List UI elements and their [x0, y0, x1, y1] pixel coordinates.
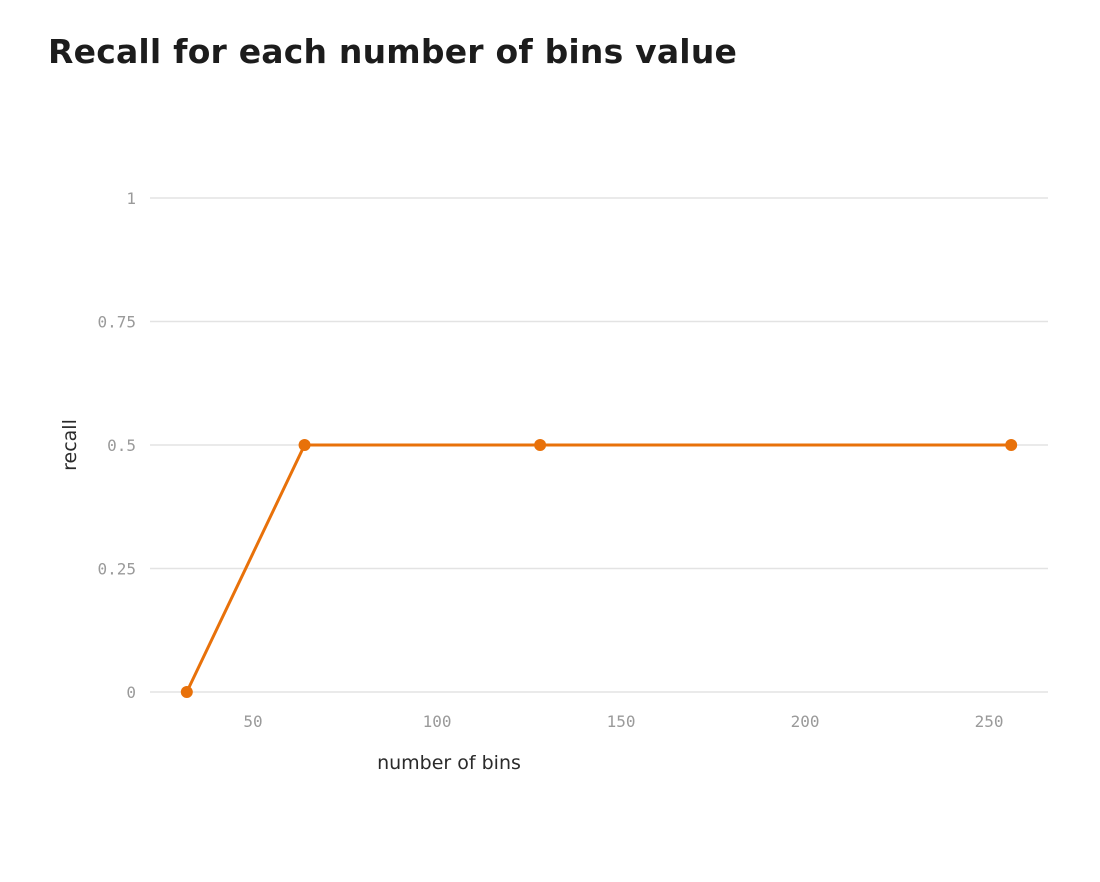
y-tick-label: 0.5	[107, 436, 136, 455]
chart-title: Recall for each number of bins value	[48, 32, 738, 71]
x-axis-label: number of bins	[377, 752, 521, 774]
data-point[interactable]	[180, 686, 193, 698]
y-tick-label: 0.75	[97, 313, 136, 332]
x-tick-label: 200	[791, 712, 820, 731]
series-layer	[180, 439, 1018, 698]
data-point[interactable]	[534, 439, 547, 451]
series-line	[185, 443, 1012, 693]
y-axis-label: recall	[59, 419, 81, 471]
x-tick-label: 100	[423, 712, 452, 731]
y-tick-label: 1	[126, 189, 136, 208]
x-tick-label: 150	[607, 712, 636, 731]
data-point[interactable]	[1005, 439, 1018, 451]
y-tick-label: 0.25	[97, 560, 136, 579]
y-axis-ticks: 0 0.25 0.5 0.75 1	[97, 189, 136, 702]
x-axis-ticks: 50 100 150 200 250	[243, 712, 1003, 731]
y-tick-label: 0	[126, 683, 136, 702]
x-tick-label: 250	[975, 712, 1004, 731]
x-tick-label: 50	[243, 712, 262, 731]
data-point[interactable]	[298, 439, 311, 451]
